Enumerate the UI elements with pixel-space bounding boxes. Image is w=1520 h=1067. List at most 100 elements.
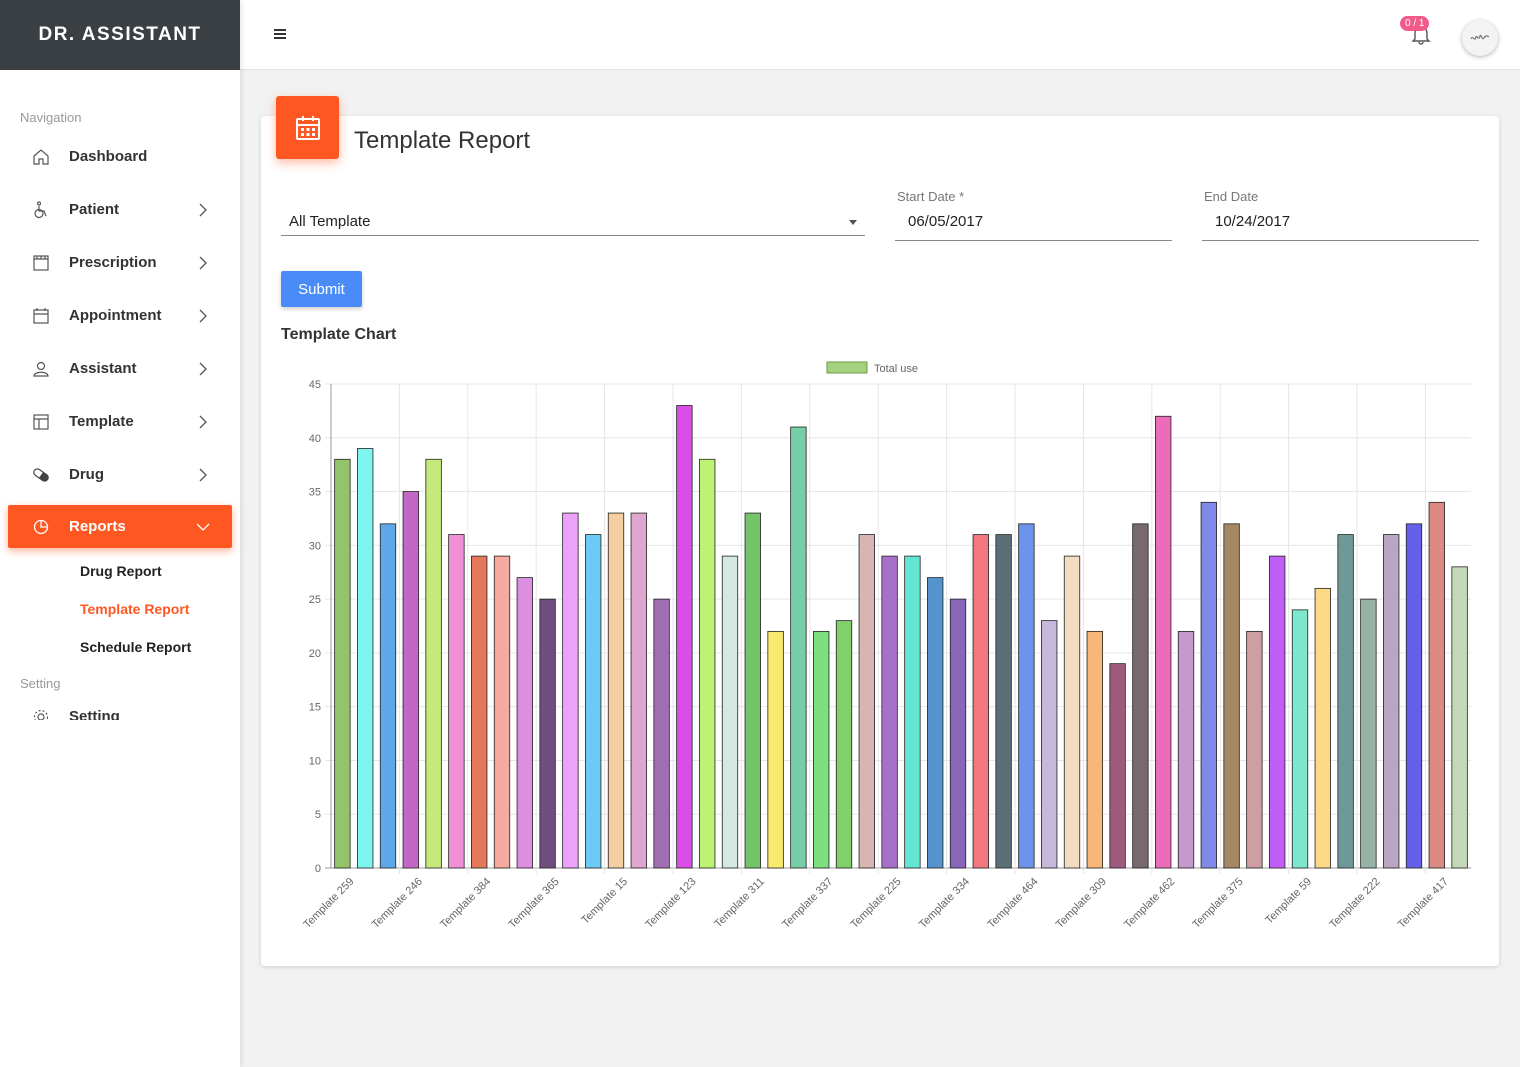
chart-bar [1041, 620, 1058, 869]
chevron-down-icon [196, 523, 210, 531]
caret-down-icon [849, 220, 857, 225]
sidebar-item-drug[interactable]: Drug [0, 448, 240, 501]
chart-bar [995, 534, 1012, 869]
start-date-field[interactable]: Start Date * 06/05/2017 [895, 189, 1172, 241]
chart-bar [1018, 523, 1035, 869]
chart-bar [1405, 523, 1423, 869]
signature-icon [1470, 34, 1490, 40]
x-tick-label: Template 246 [370, 876, 425, 931]
chart-bar [813, 630, 830, 869]
chart-bar [607, 512, 625, 869]
chart-bar [1360, 598, 1377, 869]
template-icon [32, 413, 50, 431]
template-bar-chart: 0 5 10 15 20 25 30 35 40 45 Template 259 Template 2… [301, 361, 1471, 931]
chart-bar [1337, 534, 1354, 869]
y-tick-label: 35 [309, 487, 321, 499]
x-tick-label: Template 337 [780, 876, 835, 931]
x-tick-label: Template 222 [1327, 876, 1382, 931]
sidebar-subitem-template-report[interactable]: Template Report [80, 601, 190, 617]
sidebar-item-label: Reports [69, 518, 126, 535]
sidebar-item-label: Drug [69, 466, 104, 483]
chart-bar [927, 577, 944, 869]
prescription-icon [32, 254, 50, 272]
chart-bar [1086, 630, 1103, 869]
chart-bar [1428, 501, 1445, 869]
calendar-icon [276, 96, 339, 159]
x-tick-label: Template 384 [438, 876, 493, 931]
sidebar-item-prescription[interactable]: Prescription [0, 236, 240, 289]
chart-bar [539, 598, 556, 869]
chart-bar [448, 534, 465, 869]
sidebar-item-setting[interactable]: Setting [0, 696, 240, 720]
chart-bar [904, 555, 921, 869]
submit-button[interactable]: Submit [281, 271, 362, 307]
chart-bar [402, 491, 419, 869]
sidebar-item-label: Prescription [69, 254, 157, 271]
chevron-right-icon [199, 415, 207, 428]
sidebar-item-assistant[interactable]: Assistant [0, 342, 240, 395]
chevron-right-icon [199, 362, 207, 375]
chart-bar [1063, 555, 1081, 869]
sidebar-item-template[interactable]: Template [0, 395, 240, 448]
sidebar-item-dashboard[interactable]: Dashboard [0, 130, 240, 183]
y-tick-label: 0 [315, 863, 321, 875]
chart-bar [744, 512, 761, 869]
chart-bar [653, 598, 670, 869]
chart-bar [379, 523, 397, 869]
chart-bar [1314, 587, 1331, 869]
y-tick-label: 20 [309, 648, 321, 660]
y-tick-label: 5 [315, 809, 321, 821]
chevron-right-icon [199, 309, 207, 322]
chart-bar [881, 555, 898, 869]
sidebar-item-reports[interactable]: Reports [8, 505, 232, 548]
avatar[interactable] [1462, 20, 1498, 56]
chart-bar [425, 458, 442, 869]
chevron-right-icon [199, 203, 207, 216]
sidebar-item-label: Assistant [69, 360, 137, 377]
sidebar-subitem-schedule-report[interactable]: Schedule Report [80, 639, 192, 655]
hamburger-menu-icon[interactable] [270, 24, 290, 44]
nav-section-navigation: Navigation [20, 110, 82, 125]
x-tick-label: Template 375 [1191, 876, 1246, 931]
chart-bar [357, 448, 374, 869]
chart-bar [1223, 523, 1240, 869]
sidebar-item-label: Appointment [69, 307, 162, 324]
sidebar-item-appointment[interactable]: Appointment [0, 289, 240, 342]
template-select[interactable]: All Template [281, 206, 865, 236]
home-icon [32, 148, 50, 166]
x-tick-label: Template 462 [1122, 876, 1177, 931]
start-date-label: Start Date * [897, 189, 965, 204]
chart-bar [585, 534, 602, 869]
chart-bar [1383, 534, 1400, 869]
chevron-right-icon [199, 256, 207, 269]
nav-section-setting: Setting [20, 676, 61, 691]
x-tick-label: Template 365 [507, 876, 562, 931]
chart-bar [1451, 566, 1468, 869]
x-tick-label: Template 225 [849, 876, 904, 931]
x-tick-label: Template 259 [301, 876, 356, 931]
end-date-value: 10/24/2017 [1215, 213, 1291, 230]
sidebar-item-label: Setting [69, 708, 120, 720]
pill-icon [32, 466, 50, 484]
chart-bar [1132, 523, 1149, 869]
sidebar-item-label: Template [69, 413, 134, 430]
y-tick-label: 45 [309, 379, 321, 391]
chart-bar [516, 577, 533, 869]
chevron-right-icon [199, 468, 207, 481]
chart-bar [1155, 415, 1172, 869]
x-tick-label: Template 417 [1396, 876, 1451, 931]
sidebar-subitem-drug-report[interactable]: Drug Report [80, 563, 162, 579]
end-date-field[interactable]: End Date 10/24/2017 [1202, 189, 1479, 241]
chart-bar [1291, 609, 1309, 869]
chart-bar [334, 458, 351, 869]
legend-swatch [826, 361, 868, 374]
chart-bar [1200, 501, 1217, 869]
brand-logo[interactable]: DR. ASSISTANT [0, 0, 240, 70]
sidebar-item-patient[interactable]: Patient [0, 183, 240, 236]
chart-bar [676, 405, 693, 869]
x-tick-label: Template 59 [1263, 876, 1314, 927]
y-tick-label: 25 [309, 594, 321, 606]
x-tick-label: Template 464 [985, 876, 1040, 931]
sidebar-item-label: Dashboard [69, 148, 148, 165]
chart-bar [630, 512, 647, 869]
